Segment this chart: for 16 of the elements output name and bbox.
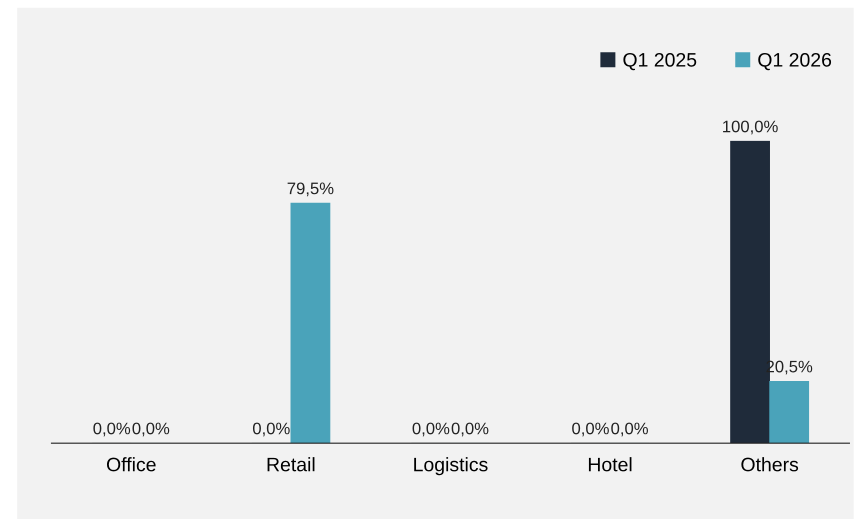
x-tick-label: Others (741, 457, 798, 472)
data-label: 79,5% (288, 182, 334, 196)
legend-label: Q1 2025 (623, 52, 696, 70)
x-tick-label: Office (106, 457, 156, 472)
legend-label: Q1 2026 (758, 52, 832, 70)
data-label: 0,0% (452, 422, 488, 436)
data-label: 0,0% (572, 422, 609, 436)
data-label: 0,0% (93, 422, 130, 436)
x-tick-label: Retail (268, 457, 314, 472)
data-label: 0,0% (611, 422, 648, 436)
x-tick-label: Hotel (588, 457, 632, 472)
data-label: 0,0% (412, 422, 450, 436)
data-label: 0,0% (132, 422, 170, 436)
data-label: 0,0% (252, 422, 290, 436)
x-tick-label: Logistics (414, 457, 488, 476)
data-label: 100,0% (723, 120, 778, 134)
